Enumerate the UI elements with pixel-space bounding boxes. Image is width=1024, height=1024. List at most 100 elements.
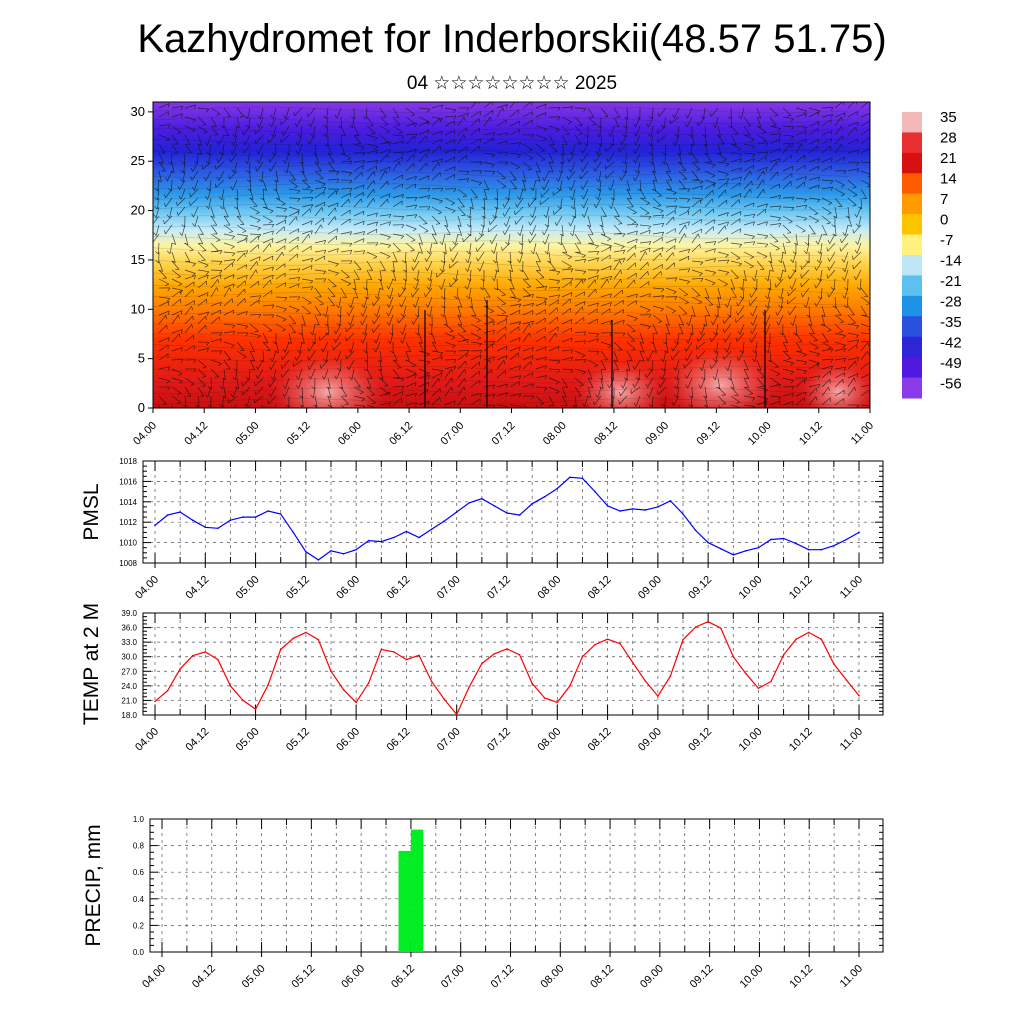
precip-bar [398, 850, 411, 952]
wind-barb-flag [790, 371, 794, 375]
wind-barb [184, 125, 196, 131]
wind-barb-flag [427, 175, 430, 180]
wind-barb-flag [439, 118, 444, 122]
y-tick-label: 5 [138, 351, 145, 366]
wind-barb-flag [544, 103, 547, 108]
wind-barb [626, 279, 635, 289]
wind-barb [470, 296, 473, 308]
wind-barb-flag [843, 156, 846, 161]
wind-barb [531, 224, 537, 236]
wind-barb-flag [282, 319, 287, 322]
wind-barb [856, 206, 862, 218]
wind-barb-flag [388, 391, 391, 396]
wind-barb-flag [475, 237, 477, 242]
wind-barb-flag [609, 246, 612, 251]
wind-barb-flag [853, 276, 857, 280]
wind-barb [470, 323, 481, 330]
wind-barb [392, 161, 400, 172]
wind-barb [782, 368, 794, 373]
wind-barb [509, 102, 516, 109]
wind-barb-flag [167, 386, 171, 391]
wind-barb-flag [528, 149, 533, 152]
wind-barb-flag [854, 249, 858, 254]
wind-barb [522, 179, 526, 191]
wind-barb [756, 208, 766, 217]
wind-barb [392, 200, 403, 208]
wind-barb-flag [530, 361, 532, 366]
wind-barb [483, 343, 493, 352]
wind-barb-flag [517, 232, 521, 236]
wind-barb-flag [189, 192, 191, 198]
wind-barb [431, 368, 443, 372]
wind-barb [353, 210, 365, 217]
wind-barb-flag [596, 275, 599, 280]
wind-barb [236, 107, 245, 117]
wind-barb-flag [388, 149, 391, 154]
wind-barb-flag [620, 246, 625, 250]
wind-barb-flag [705, 314, 710, 317]
wind-barb [171, 386, 182, 394]
wind-barb [171, 260, 180, 270]
wind-barb-flag [510, 287, 515, 290]
wind-barb-flag [476, 320, 481, 323]
wind-barb [301, 220, 313, 226]
wind-barb [756, 179, 764, 190]
wind-barb [561, 281, 572, 289]
wind-barb [413, 260, 420, 271]
wind-barb-flag [572, 215, 576, 219]
wind-barb [353, 269, 360, 280]
data-point [732, 655, 735, 658]
wind-barb [184, 134, 191, 145]
wind-barb-flag [605, 174, 607, 179]
wind-barb-flag [216, 158, 219, 163]
wind-barb-flag [505, 383, 508, 388]
wind-barb-flag [287, 414, 291, 416]
x-tick-label: 10.00 [746, 420, 774, 448]
wind-barb [821, 206, 832, 214]
wind-barb-flag [282, 384, 286, 389]
wind-barb [522, 170, 526, 182]
wind-barb [847, 332, 859, 336]
wind-barb [379, 149, 391, 154]
wind-barb-flag [688, 134, 693, 138]
wind-barb [828, 260, 836, 271]
wind-barb-flag [491, 164, 495, 168]
wind-barb-flag [336, 202, 339, 207]
data-point [380, 648, 383, 651]
wind-barb-flag [762, 131, 767, 134]
wind-barb-flag [321, 207, 324, 212]
wind-barb-flag [216, 113, 221, 116]
wind-barb [704, 314, 708, 326]
wind-barb [743, 359, 749, 371]
wind-barb [379, 170, 386, 181]
wind-barb [573, 197, 576, 209]
wind-barb-flag [166, 380, 170, 384]
wind-barb [834, 348, 846, 352]
wind-barb [522, 355, 534, 361]
wind-barb-flag [426, 250, 430, 255]
wind-barb-flag [867, 342, 870, 347]
wind-barb-flag [323, 187, 327, 191]
wind-barb-flag [255, 212, 260, 215]
wind-barb [223, 359, 231, 370]
wind-barb-flag [346, 365, 350, 370]
wind-barb [827, 242, 836, 252]
wind-barb [210, 125, 219, 135]
wind-barb-flag [815, 387, 818, 392]
wind-barb-flag [640, 359, 645, 362]
colorbar-label: -35 [940, 314, 962, 331]
wind-barb-flag [427, 206, 431, 211]
wind-barb-flag [517, 299, 521, 303]
wind-barb-flag [178, 333, 181, 338]
wind-barb-flag [532, 197, 537, 201]
wind-barb [379, 214, 391, 217]
wind-barb-flag [830, 186, 834, 191]
wind-barb [749, 296, 758, 306]
wind-barb [535, 125, 547, 130]
wind-barb [335, 368, 342, 380]
wind-barb [821, 341, 832, 349]
wind-barb [600, 107, 609, 117]
wind-barb [840, 242, 849, 252]
wind-barb-flag [519, 269, 523, 273]
wind-barb [158, 170, 162, 182]
